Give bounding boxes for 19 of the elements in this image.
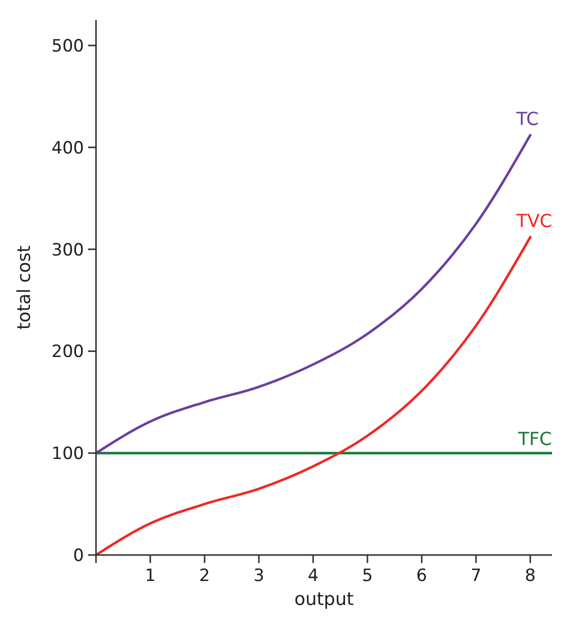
y-tick-label: 200 <box>52 342 84 362</box>
x-tick-label: 6 <box>416 566 428 586</box>
y-tick-label: 100 <box>52 444 84 464</box>
x-axis-title: output <box>294 589 354 610</box>
x-tick-label: 5 <box>362 566 373 586</box>
ref-line-label: TFC <box>517 429 552 450</box>
y-tick-label: 0 <box>73 546 84 566</box>
y-tick-label: 500 <box>52 36 84 56</box>
x-tick-label: 7 <box>470 566 482 586</box>
x-tick-label: 3 <box>253 566 264 586</box>
y-tick-label: 400 <box>52 138 84 158</box>
x-tick-label: 2 <box>199 566 210 586</box>
series-label: TVC <box>515 211 552 232</box>
x-tick-label: 4 <box>308 566 319 586</box>
x-tick-label: 8 <box>524 566 536 586</box>
x-tick-label: 1 <box>144 566 156 586</box>
y-axis-title: total cost <box>14 245 35 330</box>
series-label: TC <box>515 109 539 130</box>
y-tick-label: 300 <box>52 240 84 260</box>
